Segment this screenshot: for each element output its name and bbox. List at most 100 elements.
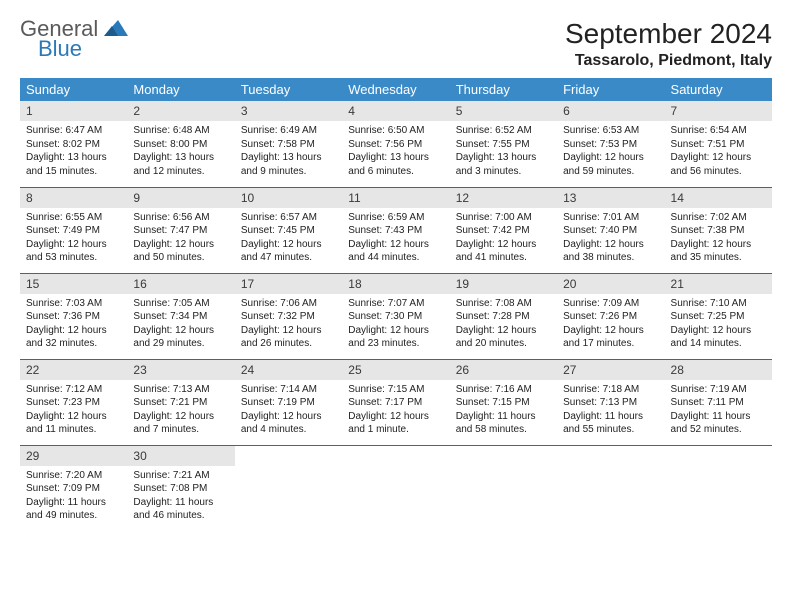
sunset: Sunset: 7:42 PM <box>456 224 551 238</box>
day-body: Sunrise: 7:01 AMSunset: 7:40 PMDaylight:… <box>557 208 664 271</box>
daylight: Daylight: 12 hours and 17 minutes. <box>563 324 658 351</box>
calendar-cell: 26Sunrise: 7:16 AMSunset: 7:15 PMDayligh… <box>450 359 557 445</box>
weekday-header: Thursday <box>450 78 557 101</box>
sunset: Sunset: 7:23 PM <box>26 396 121 410</box>
sunset: Sunset: 7:17 PM <box>348 396 443 410</box>
daylight: Daylight: 11 hours and 58 minutes. <box>456 410 551 437</box>
day-body: Sunrise: 7:09 AMSunset: 7:26 PMDaylight:… <box>557 294 664 357</box>
calendar-cell: 22Sunrise: 7:12 AMSunset: 7:23 PMDayligh… <box>20 359 127 445</box>
day-body: Sunrise: 7:13 AMSunset: 7:21 PMDaylight:… <box>127 380 234 443</box>
calendar-cell: 15Sunrise: 7:03 AMSunset: 7:36 PMDayligh… <box>20 273 127 359</box>
day-body: Sunrise: 6:47 AMSunset: 8:02 PMDaylight:… <box>20 121 127 184</box>
daylight: Daylight: 13 hours and 15 minutes. <box>26 151 121 178</box>
sunrise: Sunrise: 6:52 AM <box>456 124 551 138</box>
calendar-cell: 9Sunrise: 6:56 AMSunset: 7:47 PMDaylight… <box>127 187 234 273</box>
calendar-cell: 7Sunrise: 6:54 AMSunset: 7:51 PMDaylight… <box>665 101 772 187</box>
daylight: Daylight: 13 hours and 6 minutes. <box>348 151 443 178</box>
sunrise: Sunrise: 6:53 AM <box>563 124 658 138</box>
day-number: 5 <box>450 101 557 121</box>
day-body: Sunrise: 7:03 AMSunset: 7:36 PMDaylight:… <box>20 294 127 357</box>
day-body: Sunrise: 7:16 AMSunset: 7:15 PMDaylight:… <box>450 380 557 443</box>
sunset: Sunset: 7:53 PM <box>563 138 658 152</box>
sunrise: Sunrise: 7:02 AM <box>671 211 766 225</box>
sunrise: Sunrise: 6:54 AM <box>671 124 766 138</box>
daylight: Daylight: 12 hours and 32 minutes. <box>26 324 121 351</box>
daylight: Daylight: 12 hours and 11 minutes. <box>26 410 121 437</box>
day-body: Sunrise: 6:52 AMSunset: 7:55 PMDaylight:… <box>450 121 557 184</box>
sunrise: Sunrise: 7:21 AM <box>133 469 228 483</box>
day-body: Sunrise: 7:08 AMSunset: 7:28 PMDaylight:… <box>450 294 557 357</box>
month-title: September 2024 <box>565 18 772 50</box>
sunrise: Sunrise: 6:56 AM <box>133 211 228 225</box>
sunrise: Sunrise: 7:06 AM <box>241 297 336 311</box>
weekday-row: Sunday Monday Tuesday Wednesday Thursday… <box>20 78 772 101</box>
day-number: 29 <box>20 446 127 466</box>
calendar-cell: 8Sunrise: 6:55 AMSunset: 7:49 PMDaylight… <box>20 187 127 273</box>
sunset: Sunset: 7:56 PM <box>348 138 443 152</box>
day-number: 9 <box>127 188 234 208</box>
daylight: Daylight: 12 hours and 53 minutes. <box>26 238 121 265</box>
day-number: 18 <box>342 274 449 294</box>
calendar-cell: 19Sunrise: 7:08 AMSunset: 7:28 PMDayligh… <box>450 273 557 359</box>
daylight: Daylight: 12 hours and 56 minutes. <box>671 151 766 178</box>
calendar-cell: 23Sunrise: 7:13 AMSunset: 7:21 PMDayligh… <box>127 359 234 445</box>
weekday-header: Monday <box>127 78 234 101</box>
sunrise: Sunrise: 7:00 AM <box>456 211 551 225</box>
calendar-cell: 17Sunrise: 7:06 AMSunset: 7:32 PMDayligh… <box>235 273 342 359</box>
day-number: 27 <box>557 360 664 380</box>
daylight: Daylight: 12 hours and 47 minutes. <box>241 238 336 265</box>
sunset: Sunset: 7:19 PM <box>241 396 336 410</box>
sunset: Sunset: 7:40 PM <box>563 224 658 238</box>
calendar-cell: 28Sunrise: 7:19 AMSunset: 7:11 PMDayligh… <box>665 359 772 445</box>
calendar-row: 1Sunrise: 6:47 AMSunset: 8:02 PMDaylight… <box>20 101 772 187</box>
day-body: Sunrise: 7:00 AMSunset: 7:42 PMDaylight:… <box>450 208 557 271</box>
sunset: Sunset: 8:00 PM <box>133 138 228 152</box>
day-number: 2 <box>127 101 234 121</box>
sunset: Sunset: 7:34 PM <box>133 310 228 324</box>
day-number: 7 <box>665 101 772 121</box>
calendar: Sunday Monday Tuesday Wednesday Thursday… <box>20 78 772 531</box>
weekday-header: Wednesday <box>342 78 449 101</box>
sunrise: Sunrise: 7:12 AM <box>26 383 121 397</box>
day-body: Sunrise: 7:10 AMSunset: 7:25 PMDaylight:… <box>665 294 772 357</box>
sunset: Sunset: 7:13 PM <box>563 396 658 410</box>
sunrise: Sunrise: 7:20 AM <box>26 469 121 483</box>
calendar-row: 22Sunrise: 7:12 AMSunset: 7:23 PMDayligh… <box>20 359 772 445</box>
day-number: 3 <box>235 101 342 121</box>
day-body: Sunrise: 7:20 AMSunset: 7:09 PMDaylight:… <box>20 466 127 529</box>
day-body: Sunrise: 6:53 AMSunset: 7:53 PMDaylight:… <box>557 121 664 184</box>
day-number: 20 <box>557 274 664 294</box>
day-number: 13 <box>557 188 664 208</box>
daylight: Daylight: 12 hours and 20 minutes. <box>456 324 551 351</box>
daylight: Daylight: 12 hours and 41 minutes. <box>456 238 551 265</box>
sunrise: Sunrise: 6:59 AM <box>348 211 443 225</box>
sunrise: Sunrise: 7:14 AM <box>241 383 336 397</box>
day-number: 25 <box>342 360 449 380</box>
sunset: Sunset: 7:58 PM <box>241 138 336 152</box>
day-body: Sunrise: 7:21 AMSunset: 7:08 PMDaylight:… <box>127 466 234 529</box>
sunrise: Sunrise: 7:03 AM <box>26 297 121 311</box>
day-body: Sunrise: 6:49 AMSunset: 7:58 PMDaylight:… <box>235 121 342 184</box>
day-number: 16 <box>127 274 234 294</box>
sunset: Sunset: 7:36 PM <box>26 310 121 324</box>
day-number: 17 <box>235 274 342 294</box>
day-number: 10 <box>235 188 342 208</box>
sunrise: Sunrise: 7:15 AM <box>348 383 443 397</box>
calendar-cell: 14Sunrise: 7:02 AMSunset: 7:38 PMDayligh… <box>665 187 772 273</box>
daylight: Daylight: 11 hours and 55 minutes. <box>563 410 658 437</box>
weekday-header: Saturday <box>665 78 772 101</box>
sunset: Sunset: 7:28 PM <box>456 310 551 324</box>
daylight: Daylight: 13 hours and 3 minutes. <box>456 151 551 178</box>
day-body: Sunrise: 6:59 AMSunset: 7:43 PMDaylight:… <box>342 208 449 271</box>
sunset: Sunset: 7:26 PM <box>563 310 658 324</box>
weekday-header: Tuesday <box>235 78 342 101</box>
header: General Blue September 2024 Tassarolo, P… <box>20 18 772 70</box>
day-number: 26 <box>450 360 557 380</box>
calendar-cell: 18Sunrise: 7:07 AMSunset: 7:30 PMDayligh… <box>342 273 449 359</box>
day-body: Sunrise: 7:02 AMSunset: 7:38 PMDaylight:… <box>665 208 772 271</box>
sunrise: Sunrise: 6:49 AM <box>241 124 336 138</box>
day-body: Sunrise: 7:14 AMSunset: 7:19 PMDaylight:… <box>235 380 342 443</box>
sunset: Sunset: 7:11 PM <box>671 396 766 410</box>
day-number: 19 <box>450 274 557 294</box>
sunset: Sunset: 7:45 PM <box>241 224 336 238</box>
